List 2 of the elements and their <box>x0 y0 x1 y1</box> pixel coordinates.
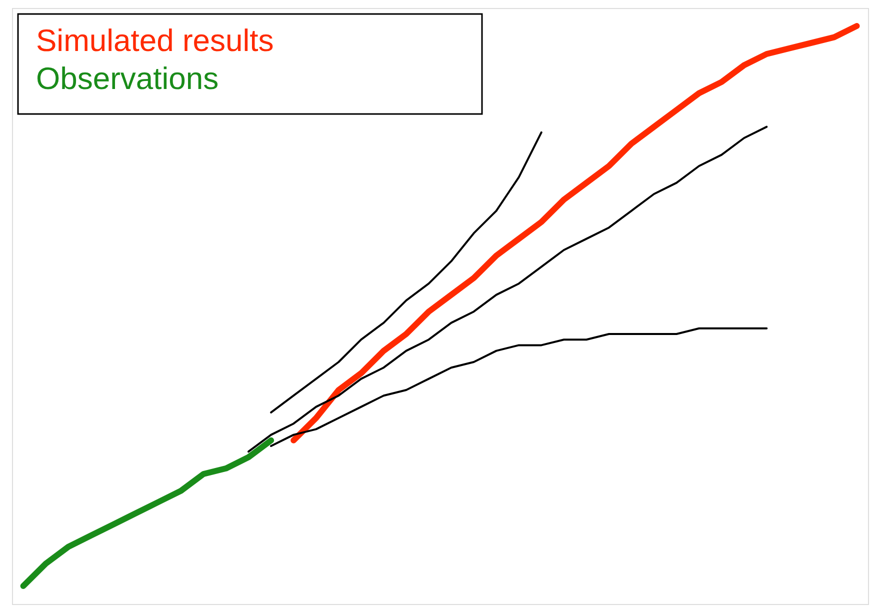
text: Simulated results <box>36 23 274 58</box>
text: Observations <box>36 61 219 96</box>
